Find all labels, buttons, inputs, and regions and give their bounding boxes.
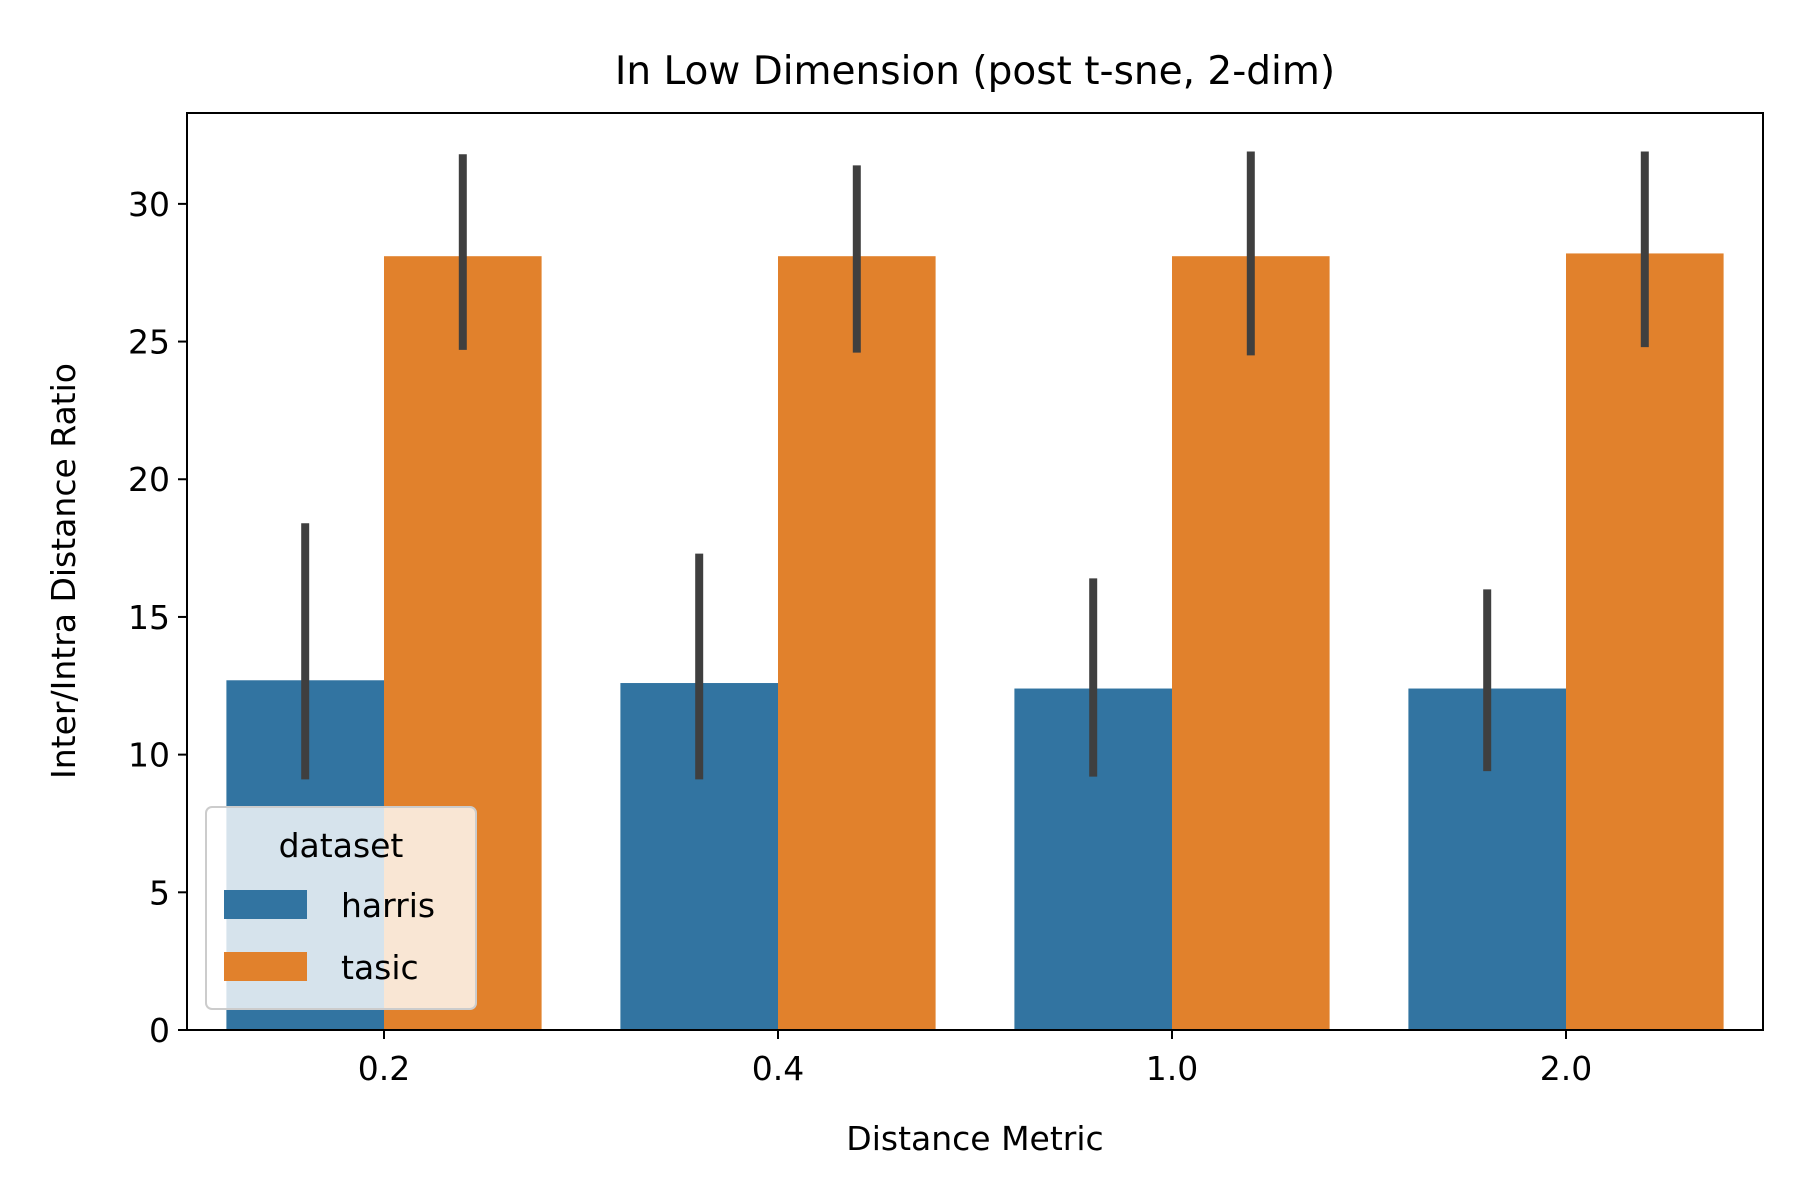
legend-title: dataset [279, 826, 404, 865]
x-tick-label: 2.0 [1540, 1049, 1592, 1088]
legend: dataset harris tasic [205, 806, 477, 1010]
legend-label-tasic: tasic [341, 948, 419, 987]
y-axis-label: Inter/Intra Distance Ratio [44, 363, 83, 779]
x-tick-label: 1.0 [1146, 1049, 1198, 1088]
bar-tasic-2.0 [1566, 253, 1724, 1030]
y-tick-label: 25 [128, 323, 170, 362]
x-tick-label: 0.2 [358, 1049, 410, 1088]
bar-tasic-0.4 [778, 256, 936, 1030]
y-tick-label: 30 [128, 185, 170, 224]
y-tick-label: 20 [128, 460, 170, 499]
bar-tasic-1.0 [1172, 256, 1330, 1030]
y-tick-label: 15 [128, 598, 170, 637]
y-tick-label: 0 [149, 1011, 170, 1050]
axes-frame [186, 112, 1764, 1031]
legend-swatch-harris [224, 890, 307, 919]
plot-area: 0 5 10 15 20 25 30 0.2 0.4 1.0 2.0 dataset harris tas… [128, 112, 1764, 1088]
chart-title: In Low Dimension (post t-sne, 2-dim) [615, 49, 1335, 94]
legend-label-harris: harris [341, 886, 435, 925]
y-tick-label: 5 [149, 873, 170, 912]
y-tick-label: 10 [128, 736, 170, 775]
x-axis-label: Distance Metric [846, 1119, 1103, 1158]
x-tick-label: 0.4 [752, 1049, 804, 1088]
legend-swatch-tasic [224, 952, 307, 981]
